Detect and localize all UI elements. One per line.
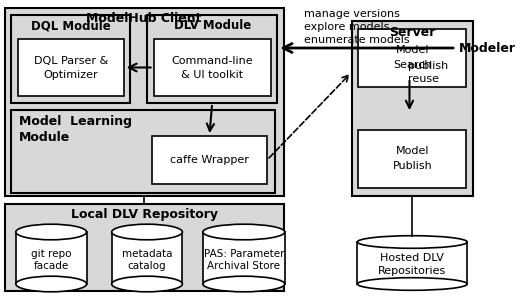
Ellipse shape <box>112 276 183 292</box>
Text: Model  Learning: Model Learning <box>19 115 132 128</box>
Text: reuse: reuse <box>408 74 438 84</box>
Bar <box>352 21 473 196</box>
Text: Module: Module <box>19 131 70 144</box>
Text: Modeler: Modeler <box>459 41 516 54</box>
Text: DQL Parser &: DQL Parser & <box>34 56 108 65</box>
Ellipse shape <box>16 224 86 240</box>
Bar <box>16 232 86 284</box>
Text: Archival Store: Archival Store <box>207 261 280 271</box>
Bar <box>112 232 183 284</box>
Text: Model: Model <box>396 146 429 156</box>
Bar <box>5 204 284 291</box>
Text: Server: Server <box>389 26 435 39</box>
Bar <box>358 130 466 188</box>
Text: manage versions: manage versions <box>304 9 400 19</box>
Text: Optimizer: Optimizer <box>43 70 98 80</box>
Text: ModelHub Client: ModelHub Client <box>86 12 202 25</box>
Ellipse shape <box>112 224 183 240</box>
Text: catalog: catalog <box>128 261 166 271</box>
Text: Model: Model <box>396 45 429 55</box>
Bar <box>153 39 271 96</box>
Ellipse shape <box>357 278 467 290</box>
Text: Publish: Publish <box>393 161 432 171</box>
Ellipse shape <box>357 236 467 248</box>
Text: caffe Wrapper: caffe Wrapper <box>170 155 249 165</box>
Bar <box>18 39 124 96</box>
Text: PAS: Parameter: PAS: Parameter <box>203 249 284 259</box>
Bar <box>11 110 275 193</box>
Text: facade: facade <box>34 261 69 271</box>
Bar <box>147 15 277 103</box>
Bar <box>357 242 467 284</box>
Text: & UI toolkit: & UI toolkit <box>181 70 243 80</box>
Bar <box>203 232 285 284</box>
Bar <box>152 136 267 184</box>
Text: Search: Search <box>393 60 432 70</box>
Text: explore models: explore models <box>304 22 389 32</box>
Bar <box>358 29 466 87</box>
Text: git repo: git repo <box>31 249 71 259</box>
Text: Repositories: Repositories <box>378 266 446 276</box>
Text: DQL Module: DQL Module <box>31 19 111 32</box>
Text: Local DLV Repository: Local DLV Repository <box>71 208 218 221</box>
Text: DLV Module: DLV Module <box>174 19 251 32</box>
Text: enumerate models: enumerate models <box>304 35 410 45</box>
Ellipse shape <box>203 276 285 292</box>
Text: publish: publish <box>408 61 448 71</box>
Text: metadata: metadata <box>122 249 172 259</box>
Bar <box>5 8 284 196</box>
Bar <box>11 15 131 103</box>
Text: Command-line: Command-line <box>172 56 253 65</box>
Text: Hosted DLV: Hosted DLV <box>380 253 444 263</box>
Ellipse shape <box>203 224 285 240</box>
Ellipse shape <box>16 276 86 292</box>
